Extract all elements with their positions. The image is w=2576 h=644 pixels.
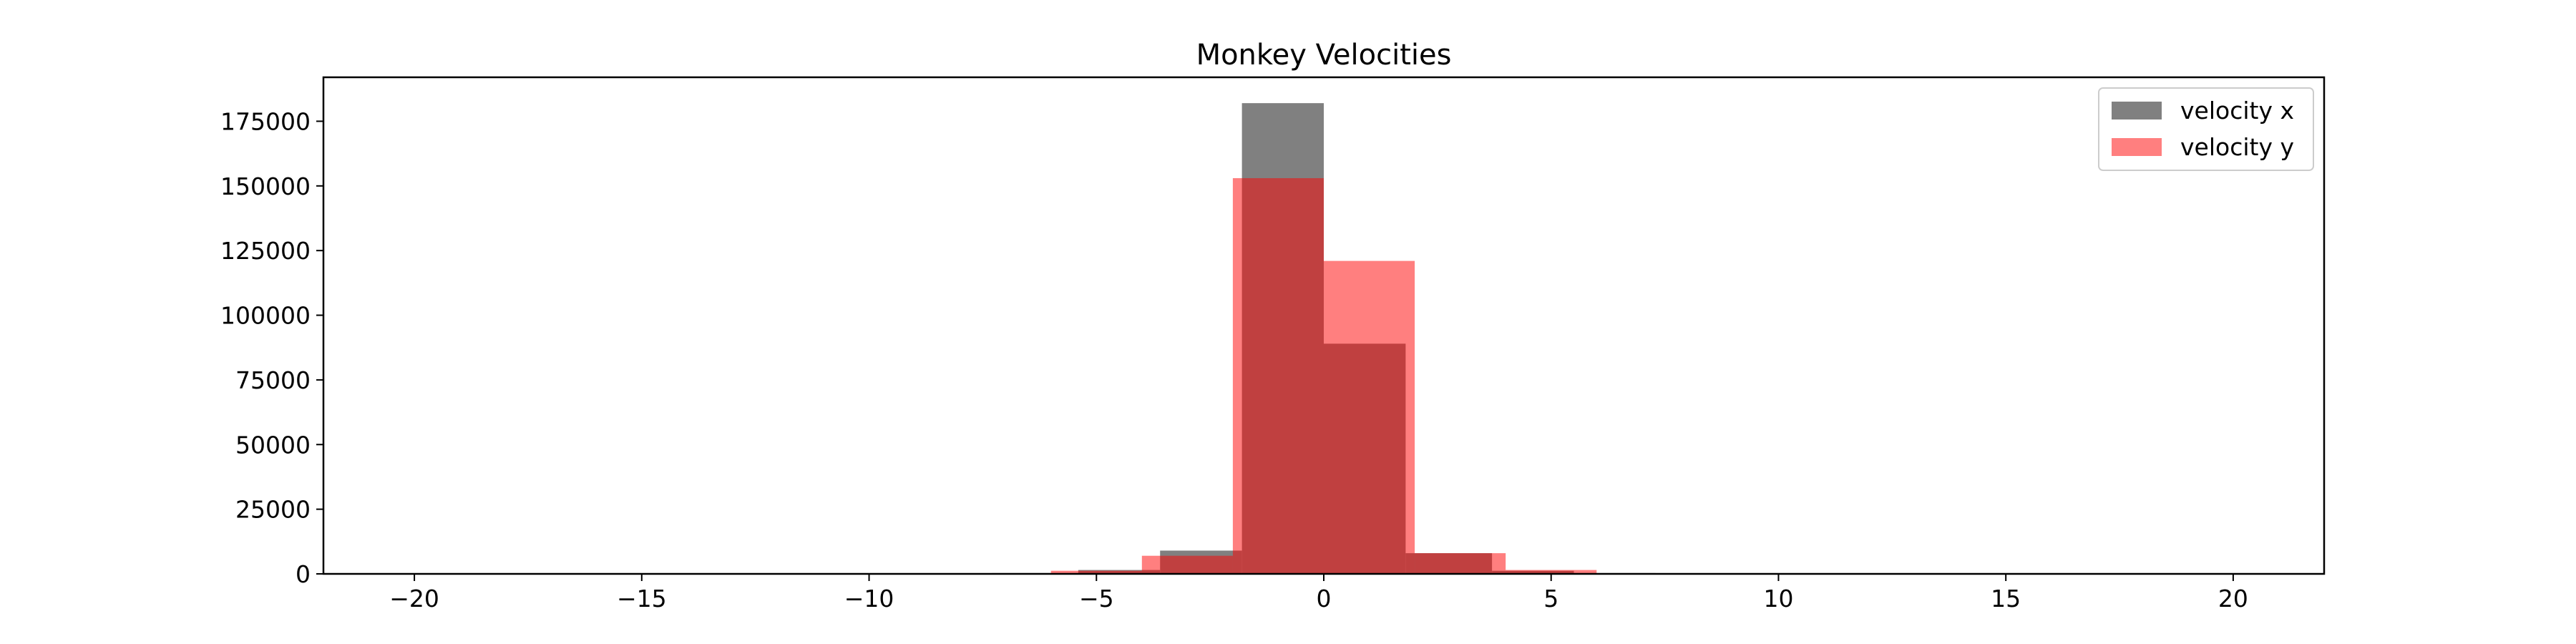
- bar-velocity-y-0: [1050, 570, 1142, 574]
- legend-label-velocity-x: velocity x: [2180, 97, 2294, 125]
- x-axis: −20 −15 −10 −5 0 5 10 15 20: [389, 574, 2248, 613]
- y-tick-label: 125000: [220, 237, 311, 265]
- x-tick-label: −10: [844, 585, 894, 613]
- bar-velocity-y-1: [1141, 555, 1233, 574]
- legend-swatch-velocity-x: [2112, 102, 2162, 119]
- legend-label-velocity-y: velocity y: [2180, 133, 2294, 161]
- y-tick-label: 175000: [220, 107, 311, 135]
- x-tick-label: −15: [617, 585, 667, 613]
- y-tick-label: 0: [296, 560, 311, 588]
- y-tick-label: 50000: [235, 431, 311, 459]
- legend-swatch-velocity-y: [2112, 138, 2162, 156]
- bar-velocity-y-5: [1506, 570, 1597, 574]
- x-tick-label: 10: [1763, 585, 1793, 613]
- y-axis: 0 25000 50000 75000 100000 125000 150000 175000: [220, 107, 323, 588]
- y-tick-label: 100000: [220, 302, 311, 330]
- x-tick-label: 5: [1543, 585, 1558, 613]
- x-tick-label: 0: [1317, 585, 1332, 613]
- chart-title: Monkey Velocities: [1196, 39, 1452, 72]
- x-tick-label: −20: [389, 585, 439, 613]
- bar-velocity-y-2: [1232, 177, 1324, 574]
- legend: velocity x velocity y: [2098, 87, 2314, 171]
- x-tick-label: −5: [1079, 585, 1114, 613]
- y-tick-label: 150000: [220, 172, 311, 200]
- y-tick-label: 25000: [235, 496, 311, 524]
- bars-layer: [992, 103, 1656, 575]
- x-tick-label: 15: [1991, 585, 2021, 613]
- y-tick-label: 75000: [235, 366, 311, 394]
- bar-velocity-y-3: [1324, 260, 1415, 574]
- x-tick-label: 20: [2218, 585, 2248, 613]
- bar-velocity-y-4: [1415, 553, 1506, 574]
